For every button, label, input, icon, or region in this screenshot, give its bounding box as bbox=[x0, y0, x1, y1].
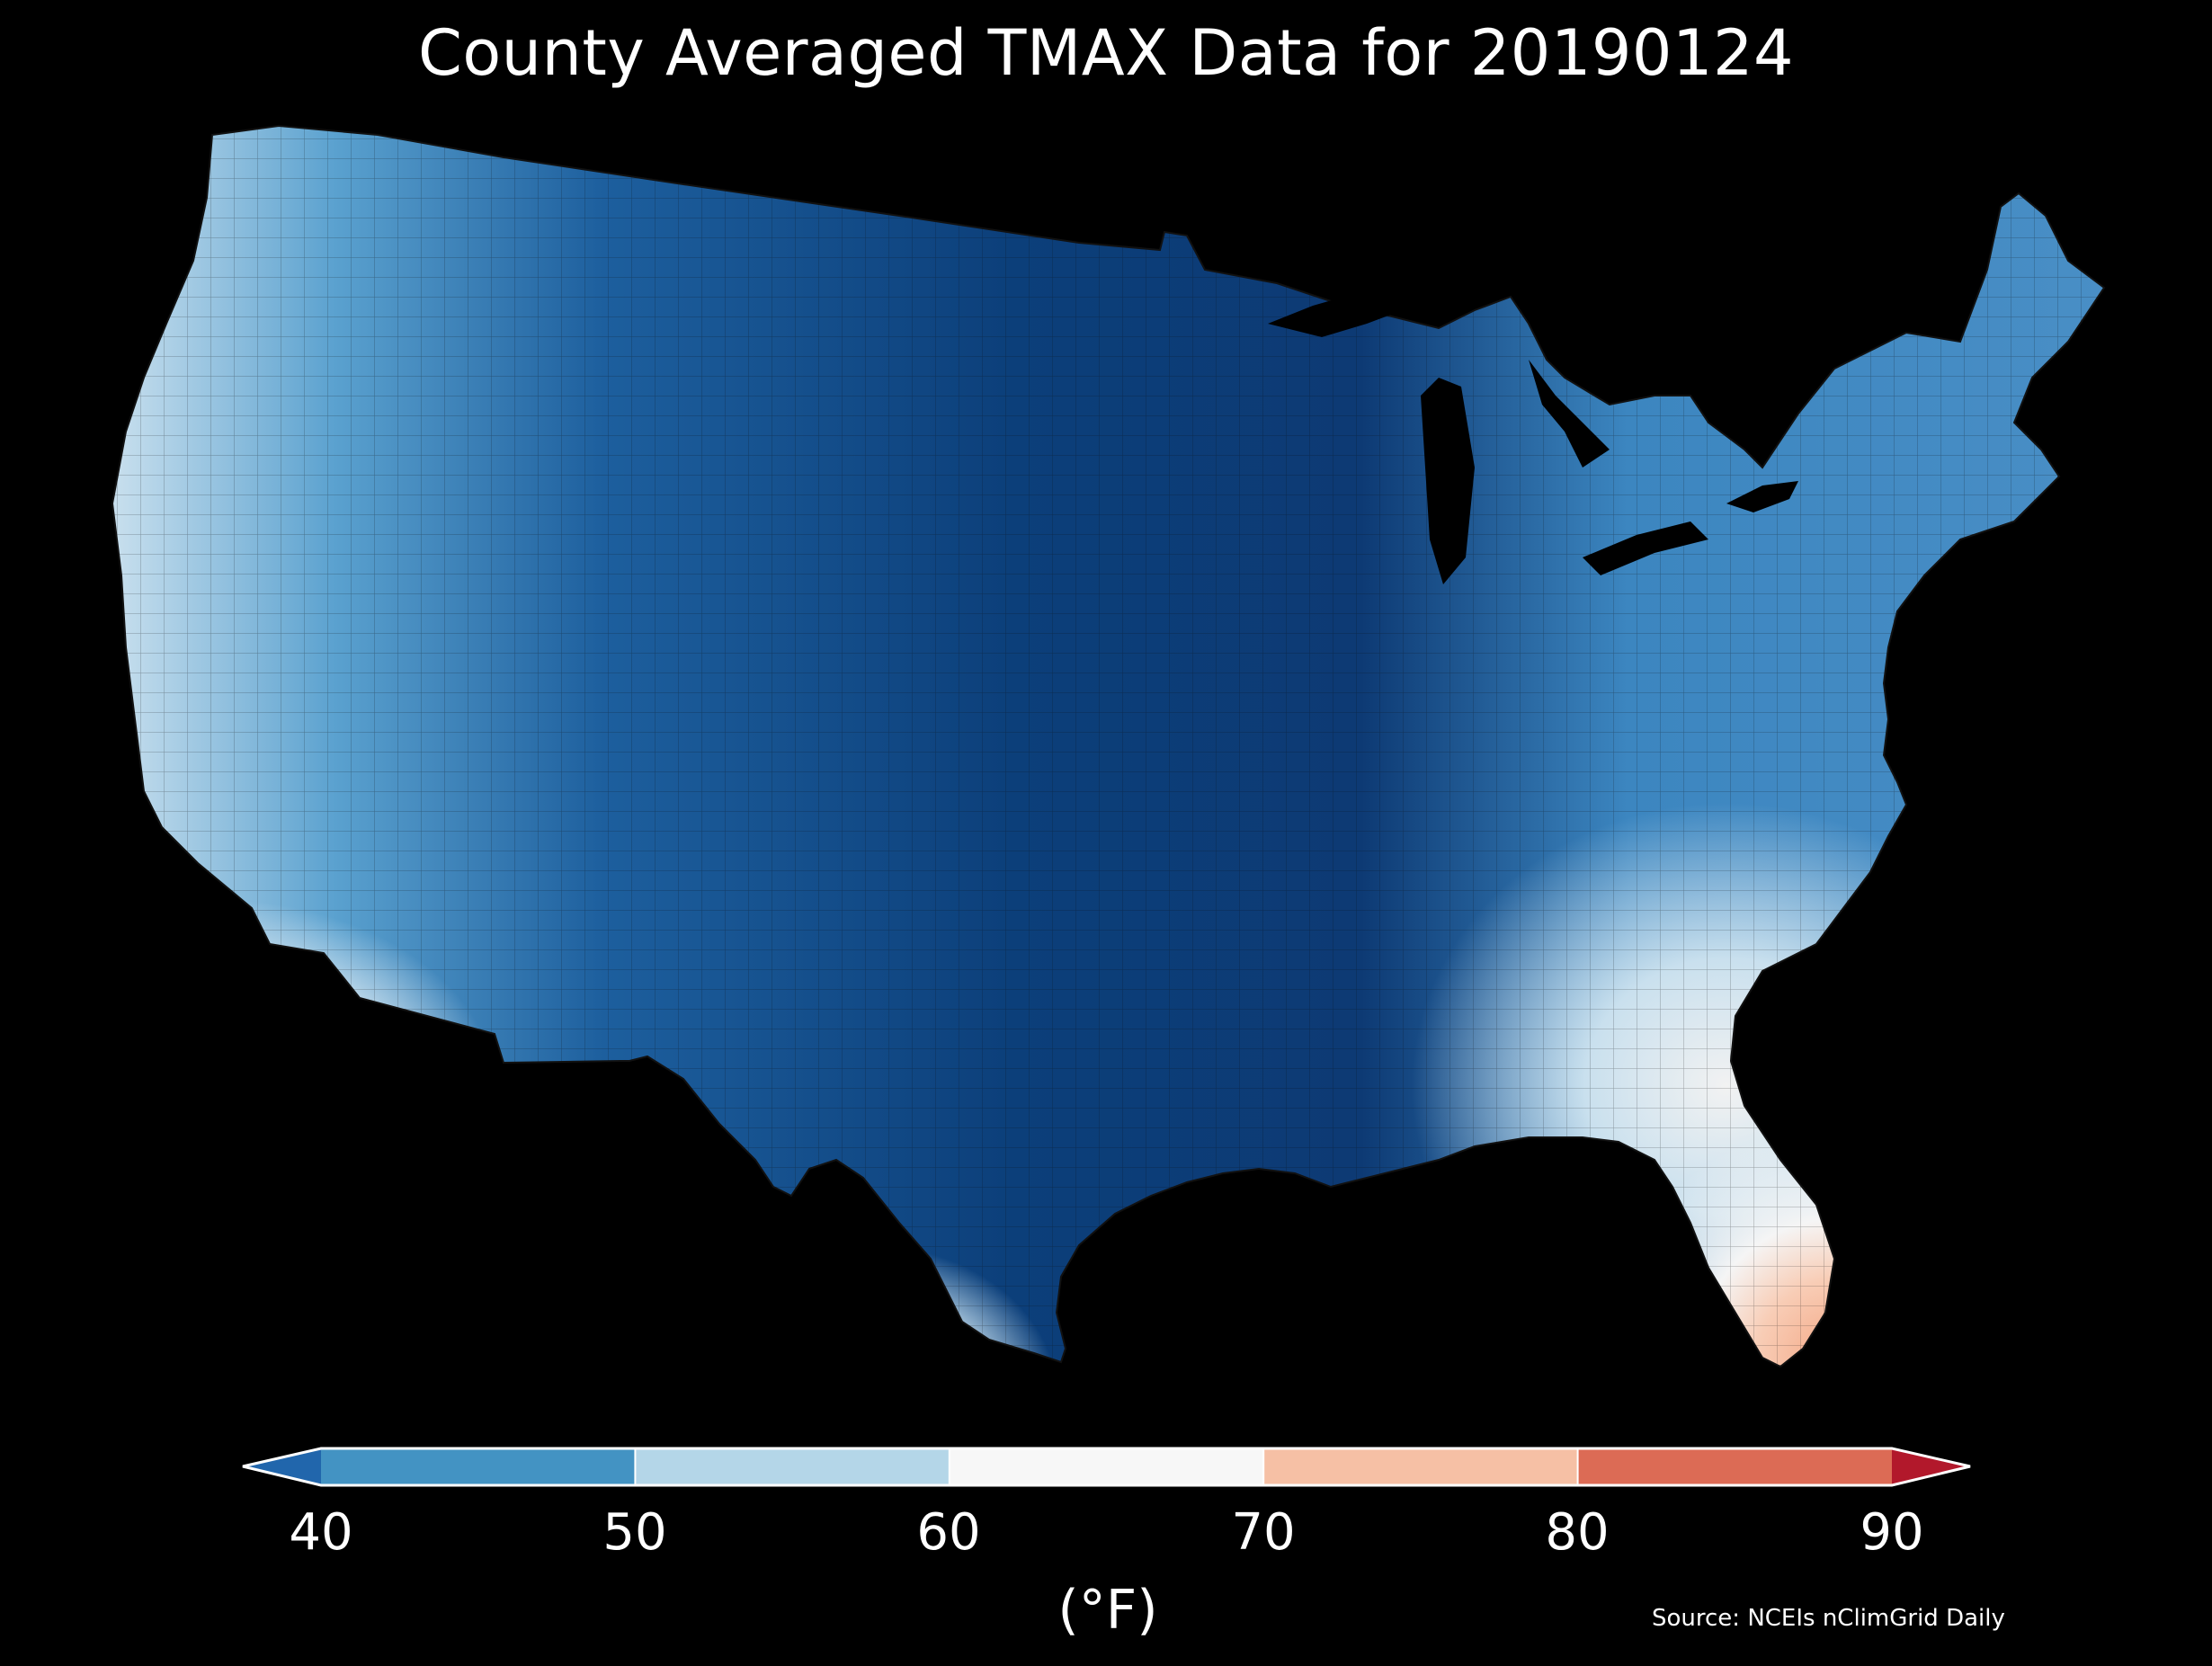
map-title: County Averaged TMAX Data for 20190124 bbox=[417, 16, 1795, 90]
colorbar-bin bbox=[635, 1448, 950, 1485]
colorbar-bin bbox=[1263, 1448, 1579, 1485]
colorbar-bin bbox=[321, 1448, 636, 1485]
colorbar-bin bbox=[1577, 1448, 1893, 1485]
colorbar-tick: 80 bbox=[1545, 1503, 1610, 1562]
great-lakes bbox=[1268, 288, 1798, 584]
colorbar-extend-high bbox=[1892, 1448, 1970, 1485]
source-credit: Source: NCEIs nClimGrid Daily bbox=[1652, 1605, 2005, 1632]
colorbar-extend-low bbox=[243, 1448, 321, 1485]
colorbar-tick: 60 bbox=[916, 1503, 981, 1562]
colorbar-tick: 40 bbox=[289, 1503, 353, 1562]
colorbar-tick: 90 bbox=[1860, 1503, 1924, 1562]
colorbar-tick: 70 bbox=[1231, 1503, 1296, 1562]
colorbar-tick: 50 bbox=[602, 1503, 667, 1562]
colorbar-unit-label: (°F) bbox=[1057, 1579, 1158, 1642]
colorbar-bin bbox=[949, 1448, 1264, 1485]
